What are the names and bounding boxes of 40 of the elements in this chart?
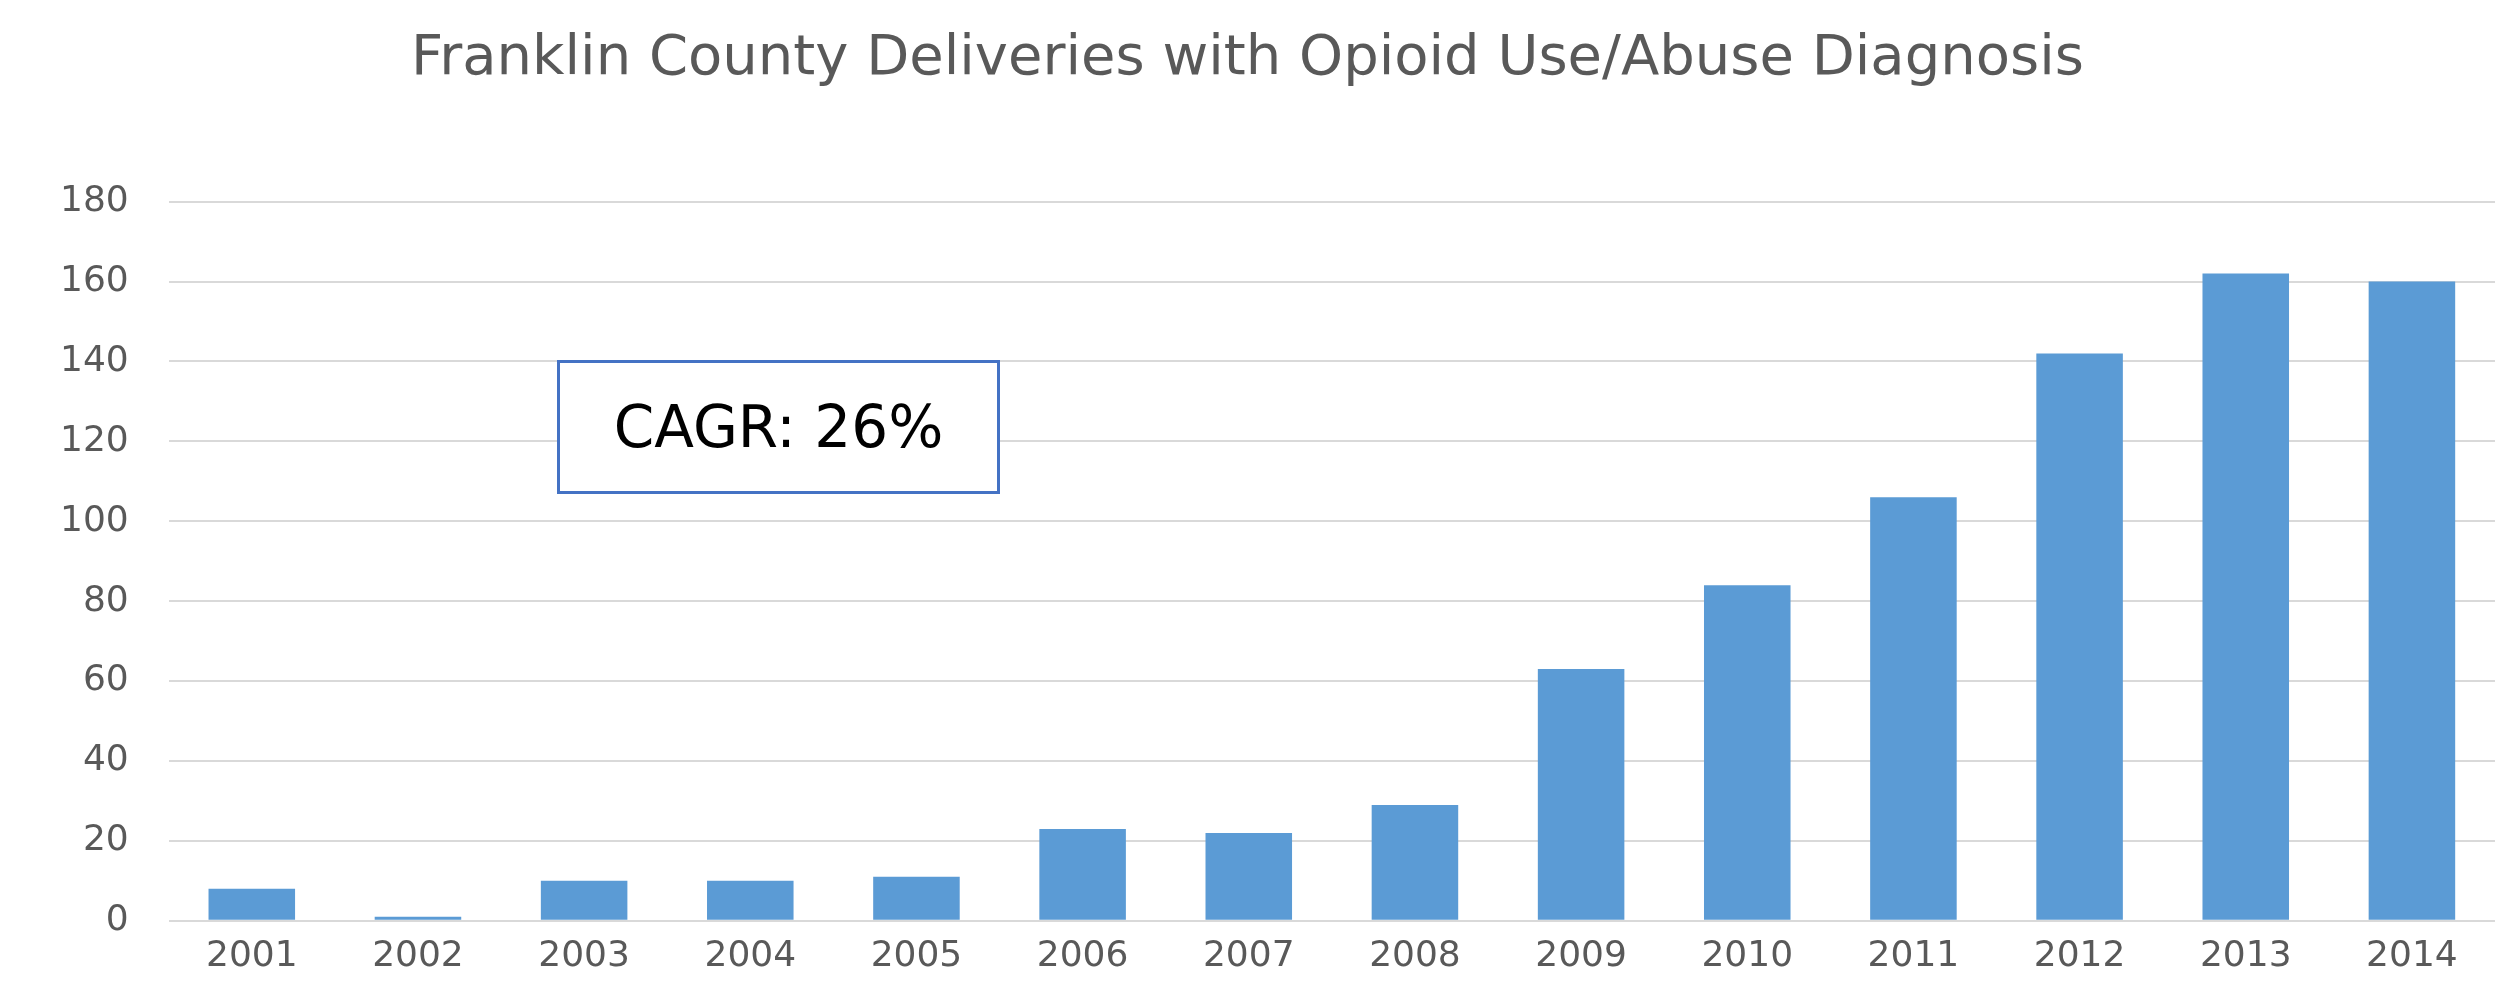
chart-title: Franklin County Deliveries with Opioid Use/Abuse Diagnosis (410, 22, 2085, 87)
bar (1704, 585, 1791, 920)
x-tick-label: 2014 (2366, 932, 2458, 974)
x-tick-label: 2004 (704, 932, 797, 974)
bar (1039, 828, 1126, 920)
y-tick-label: 60 (82, 657, 129, 699)
x-tick-label: 2012 (2033, 932, 2126, 974)
x-tick-label: 2001 (205, 932, 298, 974)
bar (1371, 804, 1459, 920)
y-tick-label: 0 (105, 897, 129, 939)
y-tick-label: 20 (82, 817, 129, 859)
bar (2202, 273, 2290, 920)
y-tick-label: 160 (59, 257, 129, 299)
bar (2368, 281, 2456, 920)
bar (707, 880, 794, 920)
bar (1870, 497, 1957, 920)
y-tick-label: 180 (59, 177, 129, 219)
bar (2036, 353, 2123, 920)
x-tick-label: 2007 (1202, 932, 1295, 974)
x-tick-label: 2010 (1701, 932, 1794, 974)
y-tick-label: 40 (82, 737, 129, 779)
bar (374, 916, 462, 920)
bar (1537, 669, 1625, 920)
x-tick-label: 2013 (2199, 932, 2292, 974)
y-tick-label: 140 (59, 337, 129, 379)
bar (208, 888, 296, 920)
y-tick-label: 80 (82, 577, 129, 619)
x-tick-label: 2008 (1369, 932, 1461, 974)
x-tick-label: 2003 (538, 932, 630, 974)
x-tick-label: 2011 (1867, 932, 1960, 974)
bar (873, 876, 960, 920)
bar (1205, 832, 1293, 920)
x-tick-label: 2009 (1535, 932, 1627, 974)
y-tick-label: 120 (59, 417, 129, 459)
annotation: CAGR: 26% (557, 360, 1000, 494)
x-tick-label: 2006 (1036, 932, 1129, 974)
bar (540, 880, 628, 920)
x-tick-label: 2005 (870, 932, 963, 974)
y-tick-label: 100 (59, 497, 129, 539)
x-tick-label: 2002 (372, 932, 464, 974)
